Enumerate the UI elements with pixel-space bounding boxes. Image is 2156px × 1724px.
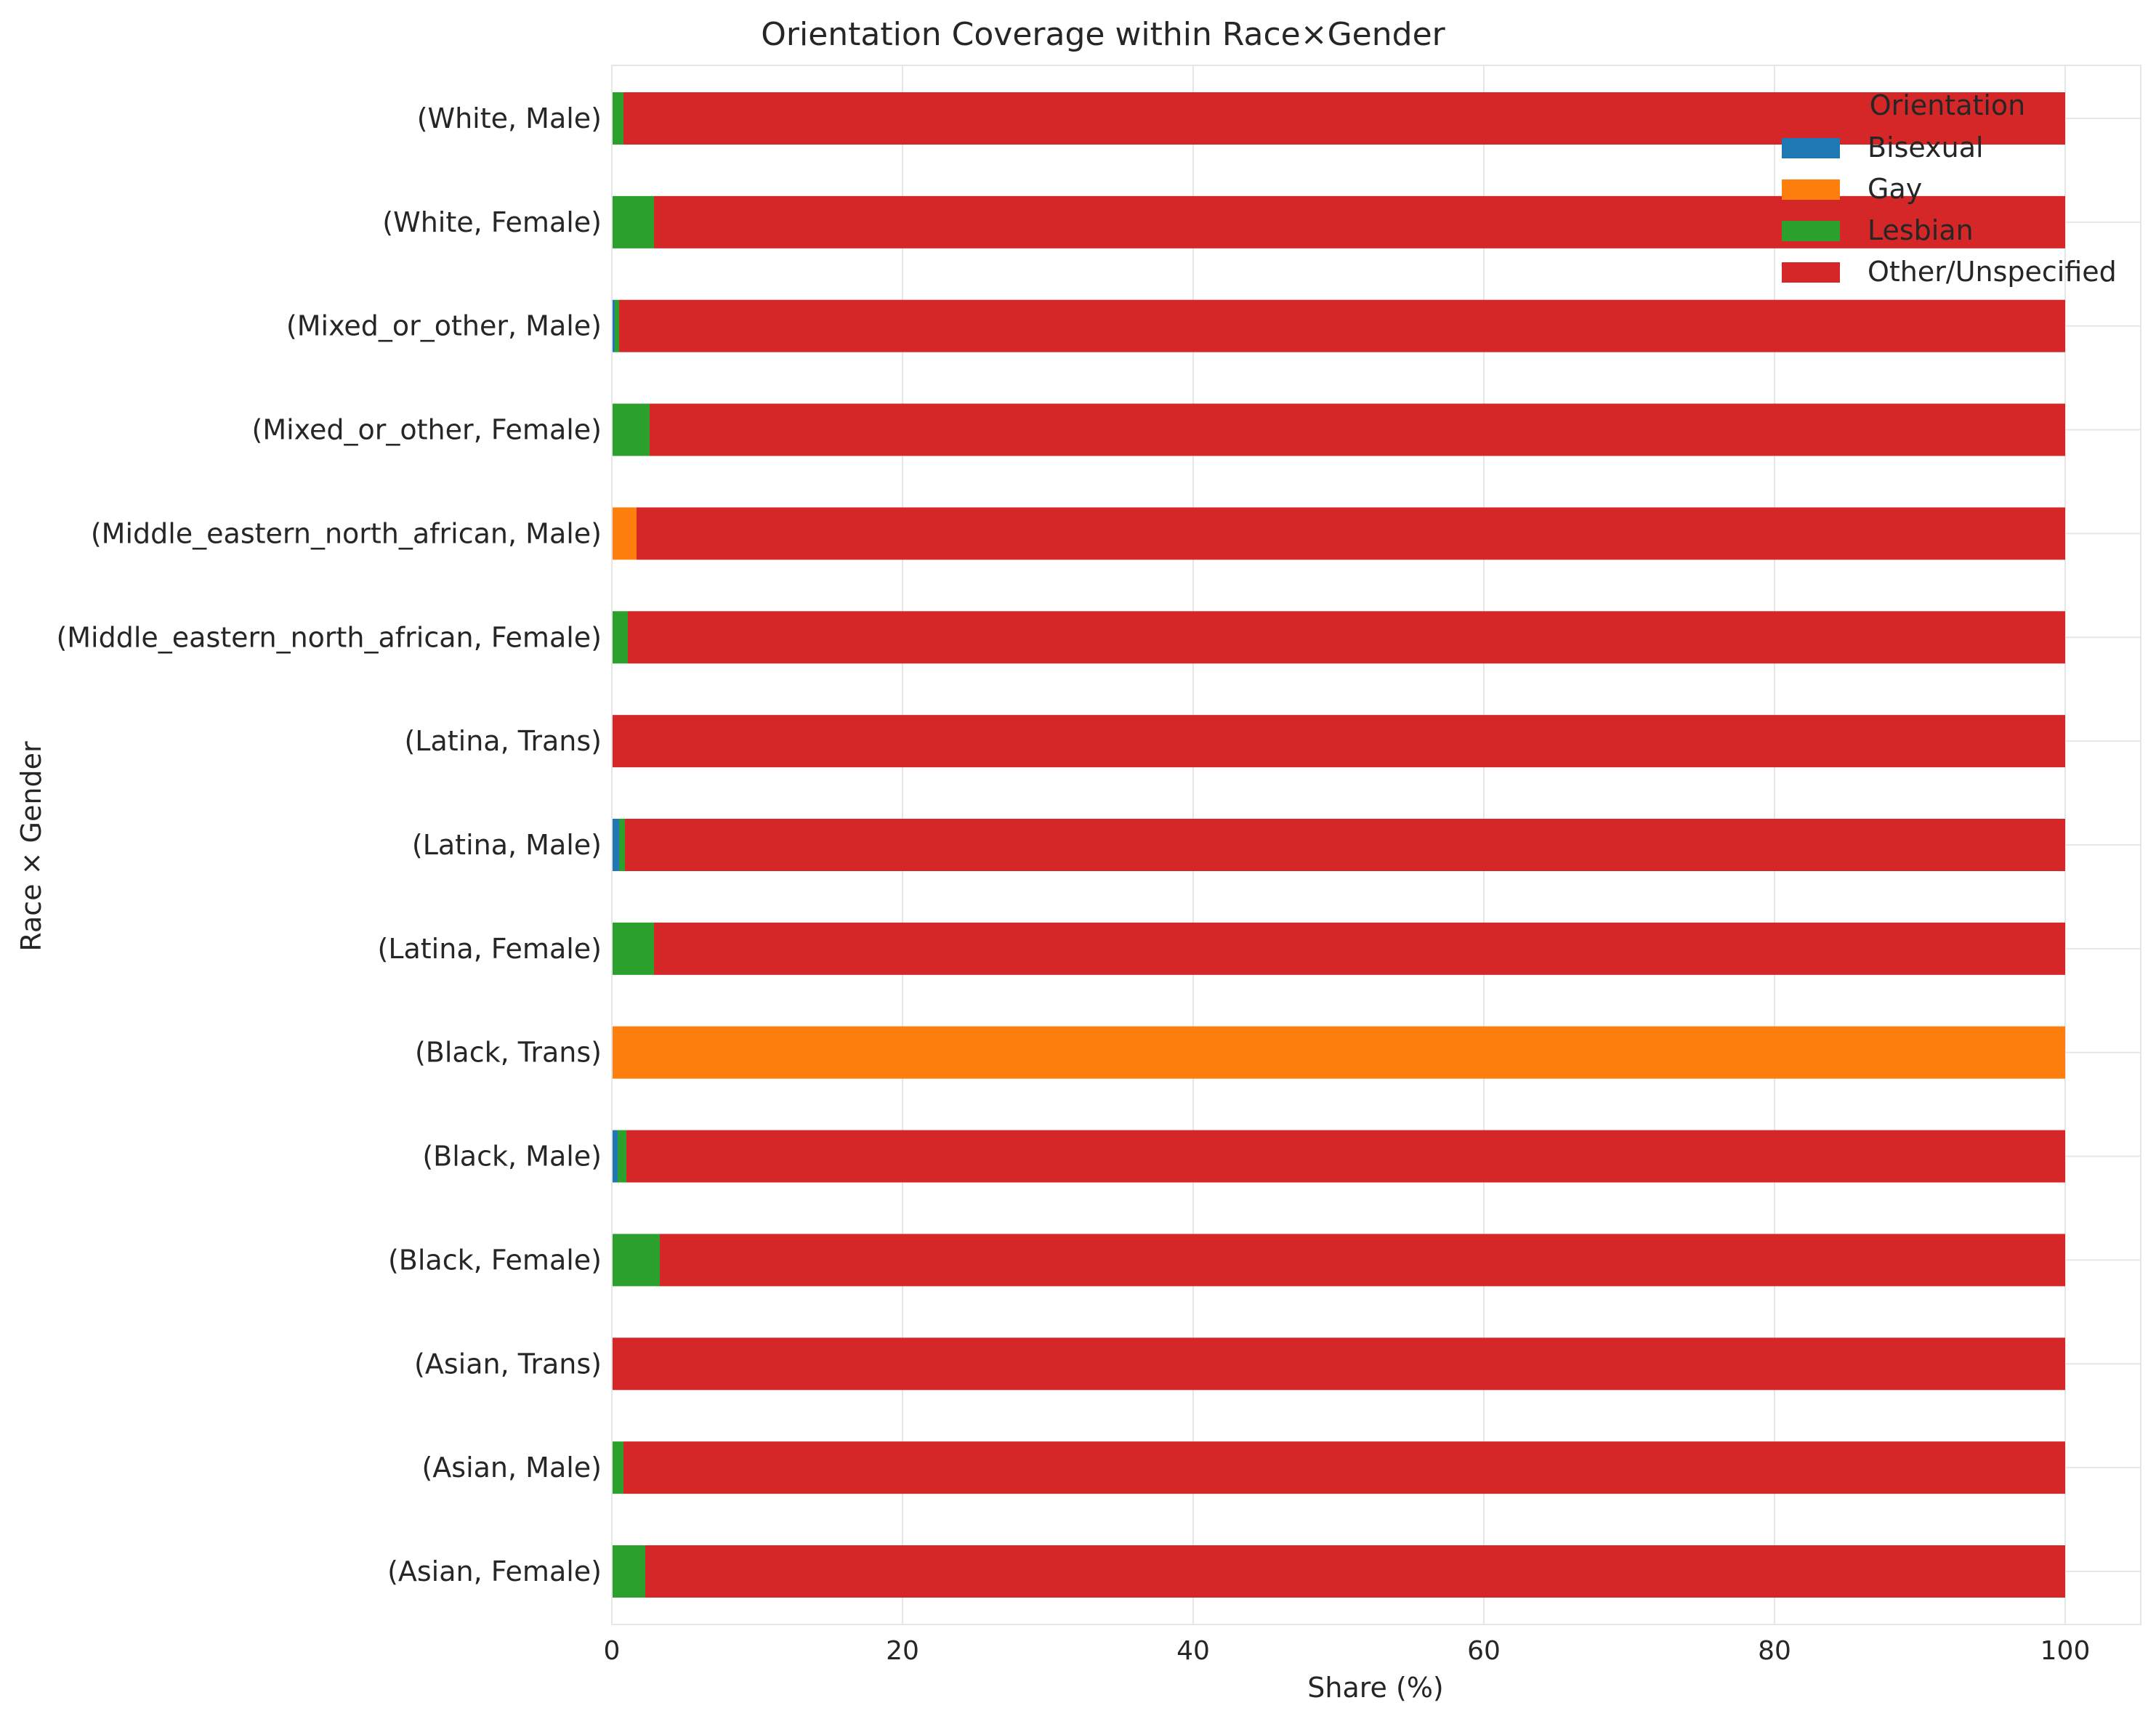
bar-lesbian bbox=[612, 1234, 660, 1287]
y-tick-label: (Latina, Female) bbox=[378, 933, 602, 965]
bar-other-unspecified bbox=[625, 819, 2065, 871]
y-tick-label: (Black, Female) bbox=[388, 1244, 602, 1276]
legend-swatch bbox=[1782, 221, 1840, 241]
y-tick-label: (Middle_eastern_north_african, Male) bbox=[91, 517, 602, 549]
bar-other-unspecified bbox=[645, 1545, 2065, 1598]
y-axis-label: Race × Gender bbox=[15, 741, 47, 952]
bar-other-unspecified bbox=[637, 507, 2065, 560]
legend-title: Orientation bbox=[1870, 89, 2026, 121]
y-tick-label: (Middle_eastern_north_african, Female) bbox=[56, 621, 602, 653]
bar-lesbian bbox=[612, 611, 628, 664]
legend-swatch bbox=[1782, 138, 1840, 158]
bar-other-unspecified bbox=[650, 403, 2065, 456]
bar-other-unspecified bbox=[654, 195, 2065, 248]
bar-other-unspecified bbox=[623, 92, 2065, 145]
bar-lesbian bbox=[612, 92, 623, 145]
bar-lesbian bbox=[615, 299, 619, 352]
bar-lesbian bbox=[612, 403, 650, 456]
y-tick-label: (Latina, Trans) bbox=[404, 725, 602, 757]
y-tick-label: (Asian, Female) bbox=[387, 1555, 602, 1587]
bar-other-unspecified bbox=[623, 1441, 2065, 1494]
y-tick-label: (Asian, Trans) bbox=[414, 1348, 602, 1380]
legend-label: Other/Unspecified bbox=[1868, 256, 2117, 288]
legend-items: Bisexual Gay Lesbian Other/Unspecified bbox=[1782, 131, 2117, 288]
y-tick-label: (Asian, Male) bbox=[421, 1452, 602, 1484]
x-tick-label: 60 bbox=[1467, 1636, 1501, 1666]
legend-label: Gay bbox=[1868, 173, 1922, 205]
plot-frame bbox=[611, 65, 2141, 1625]
bar-other-unspecified bbox=[612, 715, 2065, 768]
bar-other-unspecified bbox=[660, 1234, 2065, 1287]
x-tick-label: 100 bbox=[2040, 1636, 2091, 1666]
chart-title: Orientation Coverage within Race×Gender bbox=[761, 16, 1445, 53]
bar-gay bbox=[612, 1026, 2065, 1079]
bar-lesbian bbox=[618, 1130, 626, 1183]
bar-bisexual bbox=[612, 1130, 618, 1183]
bars bbox=[612, 92, 2065, 1598]
legend-swatch bbox=[1782, 262, 1840, 283]
legend-label: Lesbian bbox=[1868, 214, 1974, 246]
tick-labels: 0 20 40 60 80 100 (Asian, Female) (Asian, Male)… bbox=[56, 102, 2090, 1666]
y-tick-label: (White, Female) bbox=[382, 206, 602, 238]
bar-other-unspecified bbox=[619, 299, 2065, 352]
legend-label: Bisexual bbox=[1868, 131, 1984, 163]
y-tick-label: (Mixed_or_other, Female) bbox=[252, 414, 602, 446]
y-tick-label: (Black, Trans) bbox=[415, 1037, 602, 1069]
bar-other-unspecified bbox=[626, 1130, 2065, 1183]
bar-bisexual bbox=[612, 299, 615, 352]
y-tick-label: (White, Male) bbox=[417, 102, 602, 134]
bar-lesbian bbox=[619, 819, 625, 871]
y-tick-label: (Black, Male) bbox=[422, 1141, 602, 1173]
legend: Orientation Bisexual Gay Lesbian Other/Unsp… bbox=[1782, 89, 2117, 288]
legend-swatch bbox=[1782, 179, 1840, 200]
bar-lesbian bbox=[612, 1545, 645, 1598]
bar-other-unspecified bbox=[628, 611, 2065, 664]
x-tick-label: 0 bbox=[604, 1636, 621, 1666]
bar-lesbian bbox=[612, 195, 654, 248]
bar-other-unspecified bbox=[654, 922, 2065, 975]
bar-bisexual bbox=[612, 819, 619, 871]
x-tick-label: 80 bbox=[1758, 1636, 1791, 1666]
bar-lesbian bbox=[612, 922, 654, 975]
y-tick-label: (Latina, Male) bbox=[412, 829, 602, 861]
bar-gay bbox=[612, 507, 637, 560]
x-tick-label: 20 bbox=[886, 1636, 919, 1666]
y-tick-label: (Mixed_or_other, Male) bbox=[286, 310, 602, 342]
bar-other-unspecified bbox=[612, 1337, 2065, 1391]
bar-lesbian bbox=[612, 1441, 623, 1494]
x-tick-label: 40 bbox=[1176, 1636, 1210, 1666]
x-axis-label: Share (%) bbox=[1307, 1672, 1444, 1704]
